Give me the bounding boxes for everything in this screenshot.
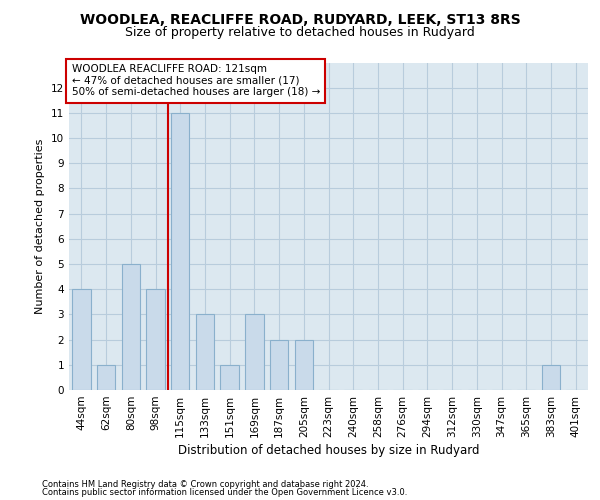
X-axis label: Distribution of detached houses by size in Rudyard: Distribution of detached houses by size … xyxy=(178,444,479,457)
Text: Contains HM Land Registry data © Crown copyright and database right 2024.: Contains HM Land Registry data © Crown c… xyxy=(42,480,368,489)
Bar xyxy=(196,314,214,390)
Bar xyxy=(146,289,165,390)
Text: WOODLEA REACLIFFE ROAD: 121sqm
← 47% of detached houses are smaller (17)
50% of : WOODLEA REACLIFFE ROAD: 121sqm ← 47% of … xyxy=(71,64,320,98)
Bar xyxy=(295,340,313,390)
Bar xyxy=(122,264,140,390)
Bar xyxy=(220,365,239,390)
Text: Size of property relative to detached houses in Rudyard: Size of property relative to detached ho… xyxy=(125,26,475,39)
Text: WOODLEA, REACLIFFE ROAD, RUDYARD, LEEK, ST13 8RS: WOODLEA, REACLIFFE ROAD, RUDYARD, LEEK, … xyxy=(80,12,520,26)
Y-axis label: Number of detached properties: Number of detached properties xyxy=(35,138,46,314)
Bar xyxy=(97,365,115,390)
Text: Contains public sector information licensed under the Open Government Licence v3: Contains public sector information licen… xyxy=(42,488,407,497)
Bar xyxy=(72,289,91,390)
Bar xyxy=(542,365,560,390)
Bar xyxy=(270,340,289,390)
Bar xyxy=(171,113,190,390)
Bar xyxy=(245,314,263,390)
